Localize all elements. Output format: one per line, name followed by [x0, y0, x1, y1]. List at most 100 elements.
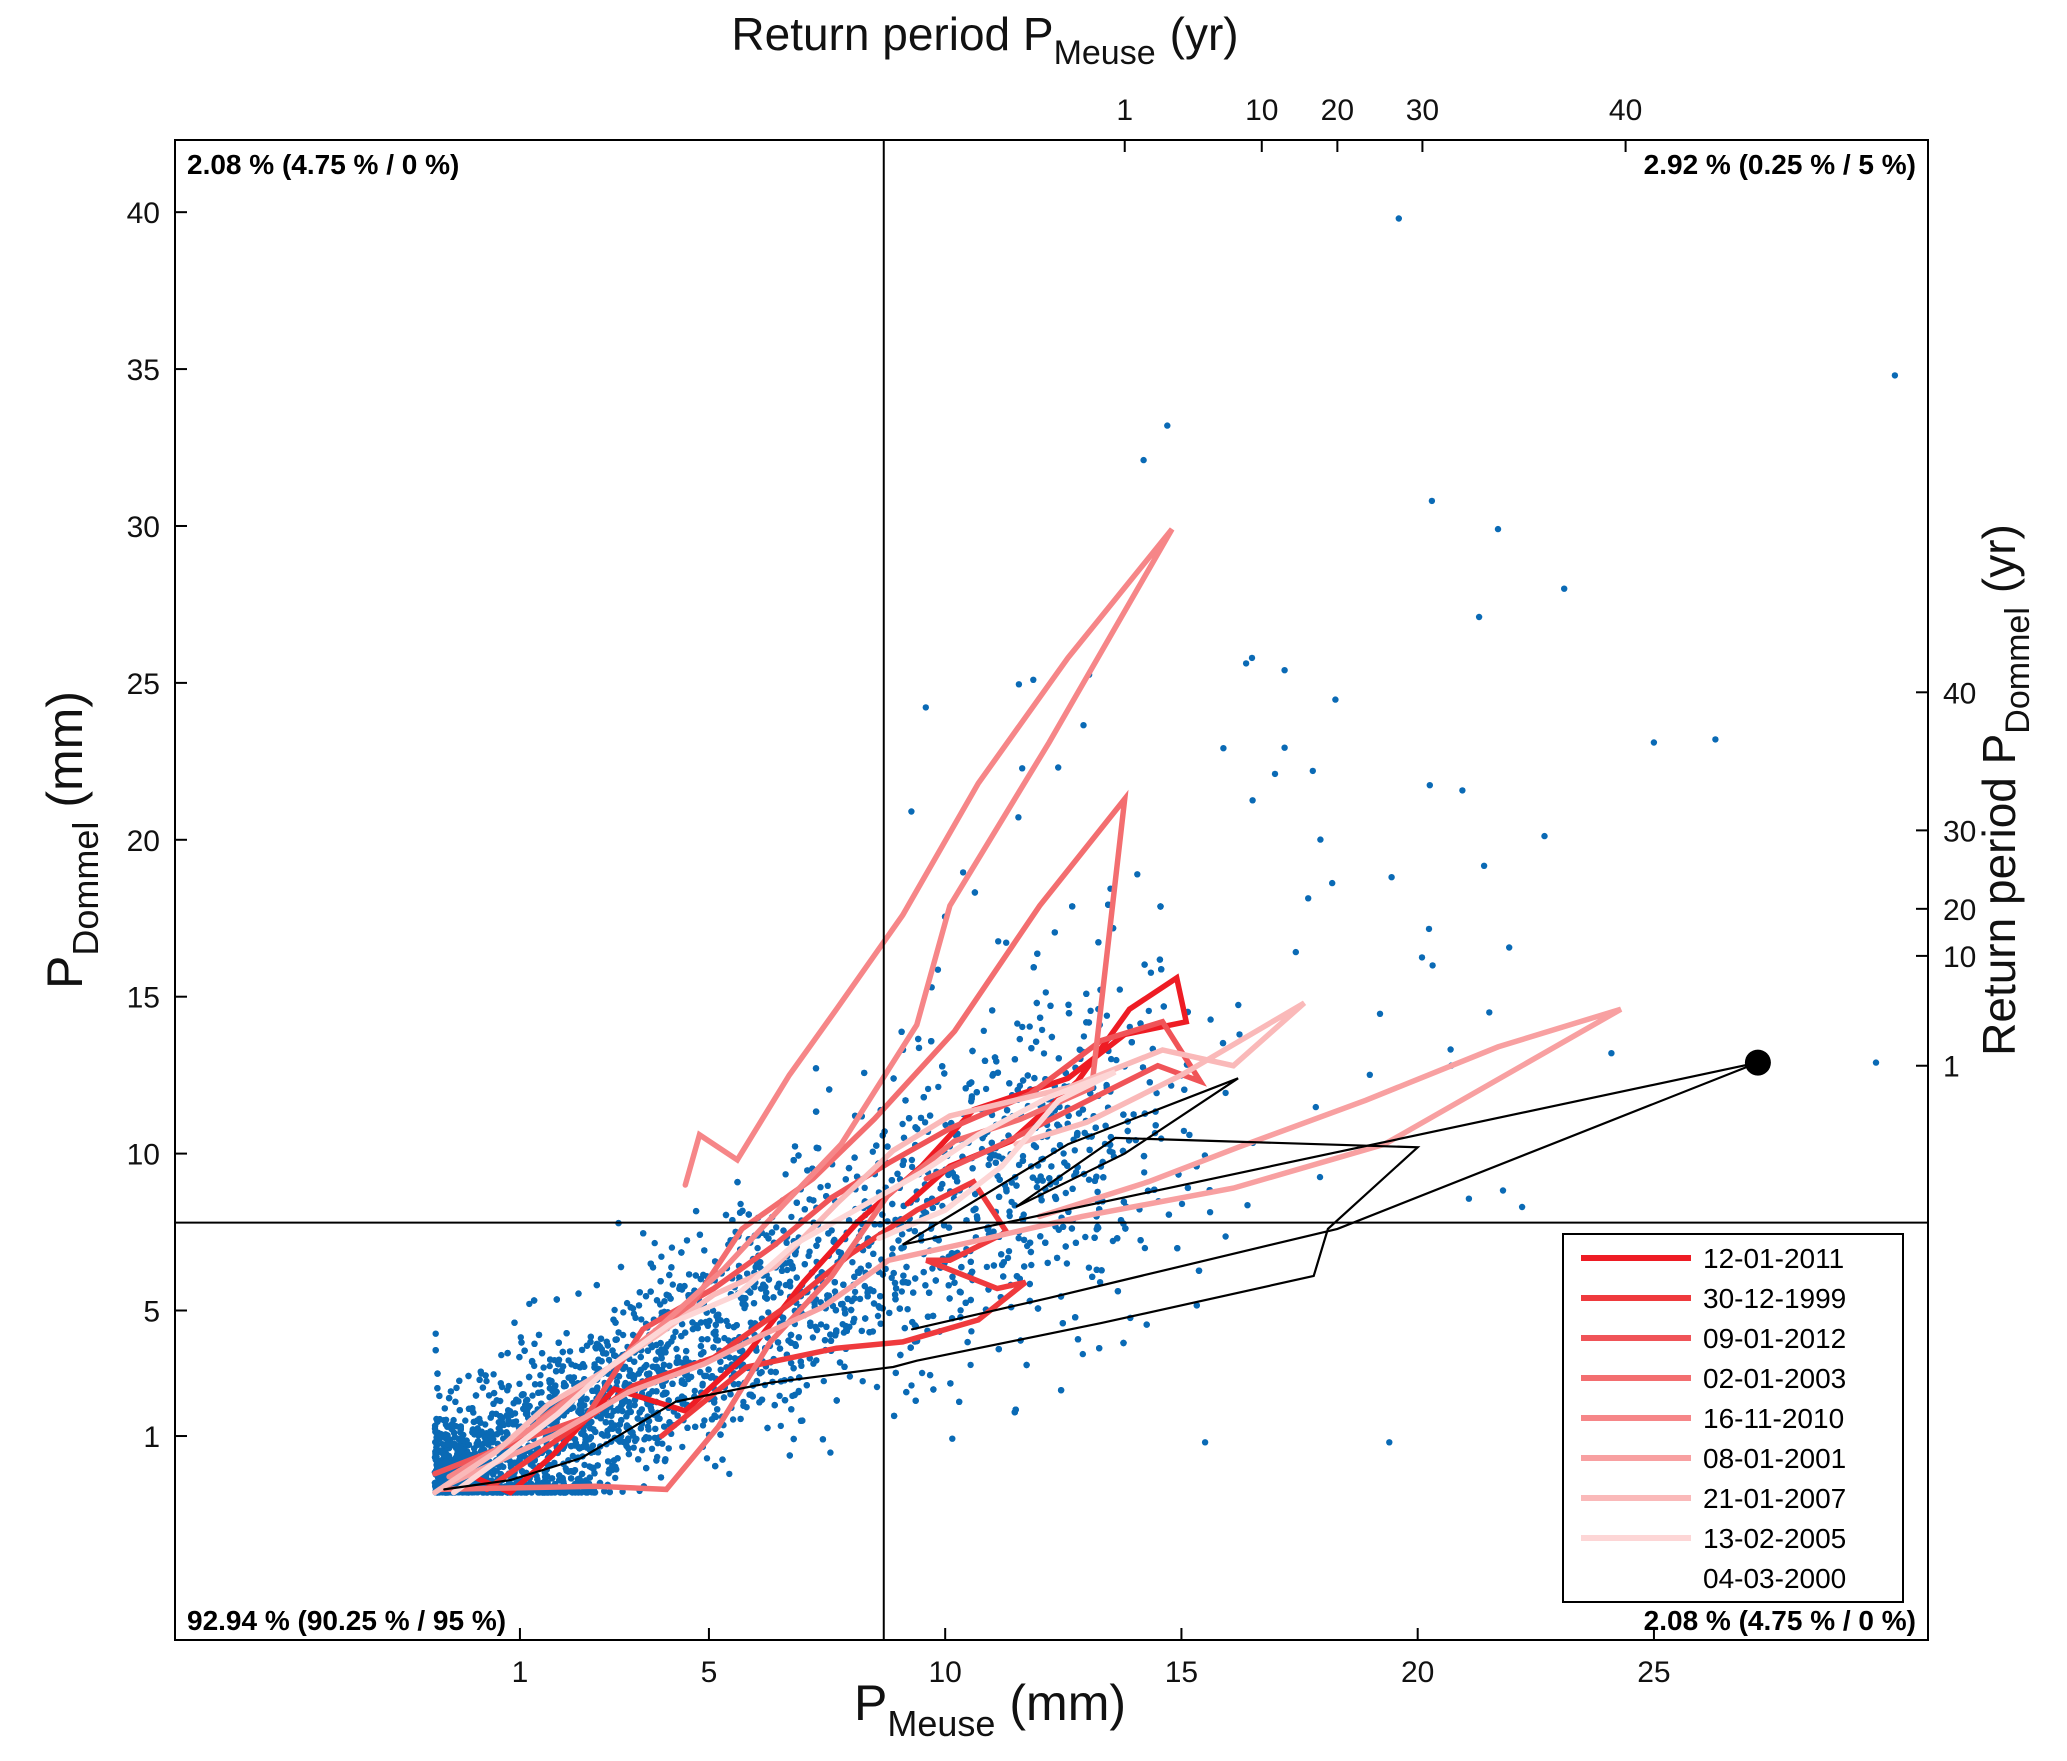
- scatter-point: [518, 1392, 526, 1399]
- scatter-point: [678, 1249, 685, 1256]
- scatter-point: [777, 1289, 784, 1296]
- scatter-point: [1006, 1080, 1013, 1087]
- scatter-point: [1016, 1035, 1023, 1043]
- scatter-point: [483, 1377, 490, 1385]
- scatter-point: [1184, 1184, 1192, 1192]
- scatter-point: [858, 1327, 865, 1335]
- scatter-point: [904, 1279, 912, 1286]
- scatter-point: [940, 1222, 948, 1229]
- scatter-point: [873, 1142, 880, 1149]
- scatter-point: [562, 1382, 569, 1389]
- scatter-point: [652, 1356, 660, 1363]
- scatter-point: [912, 1397, 919, 1404]
- scatter-point: [721, 1334, 728, 1342]
- scatter-point: [1120, 1111, 1127, 1118]
- scatter-point: [541, 1473, 549, 1481]
- scatter-point: [935, 1237, 942, 1244]
- scatter-point: [904, 1306, 911, 1313]
- scatter-point: [841, 1310, 849, 1317]
- scatter-point: [920, 1094, 927, 1101]
- scatter-point: [609, 1462, 616, 1469]
- scatter-point: [616, 1421, 623, 1428]
- scatter-point: [456, 1377, 463, 1385]
- scatter-point: [1000, 1273, 1007, 1280]
- scatter-point: [902, 1097, 909, 1104]
- scatter-point: [758, 1396, 766, 1403]
- scatter-point: [917, 1114, 925, 1122]
- scatter-point: [1096, 1345, 1103, 1352]
- scatter-point: [659, 1382, 666, 1390]
- scatter-point: [924, 1085, 932, 1093]
- scatter-point: [845, 1164, 853, 1172]
- scatter-point: [1039, 1177, 1046, 1184]
- scatter-point: [676, 1285, 683, 1292]
- scatter-point: [500, 1435, 507, 1442]
- scatter-point: [995, 1345, 1002, 1353]
- scatter-point: [1062, 1243, 1069, 1250]
- scatter-point: [658, 1253, 665, 1260]
- scatter-point: [786, 1278, 794, 1286]
- scatter-point: [859, 1378, 866, 1385]
- scatter-point: [701, 1247, 708, 1254]
- scatter-point: [857, 1265, 864, 1273]
- scatter-point: [1065, 1001, 1072, 1008]
- scatter-point: [613, 1378, 621, 1386]
- scatter-point: [604, 1342, 611, 1349]
- scatter-point: [847, 1306, 855, 1314]
- scatter-point: [827, 1449, 834, 1456]
- scatter-point: [638, 1447, 646, 1454]
- scatter-point: [988, 1139, 995, 1147]
- scatter-point: [637, 1353, 644, 1361]
- scatter-point: [1206, 1209, 1214, 1216]
- scatter-point: [898, 1231, 906, 1238]
- scatter-point: [1165, 1211, 1173, 1218]
- scatter-point: [1100, 1174, 1107, 1181]
- scatter-point: [791, 1143, 799, 1150]
- scatter-point: [516, 1456, 523, 1464]
- scatter-point: [661, 1423, 668, 1430]
- scatter-point: [626, 1372, 633, 1380]
- scatter-point: [1075, 1110, 1083, 1117]
- scatter-point: [1047, 1002, 1054, 1009]
- scatter-point: [1051, 929, 1059, 936]
- scatter-point: [730, 1381, 738, 1388]
- scatter-point: [1059, 1320, 1067, 1327]
- scatter-point: [1020, 1263, 1028, 1270]
- scatter-point: [1137, 1237, 1144, 1244]
- scatter-point: [824, 1182, 831, 1190]
- scatter-point: [648, 1343, 656, 1351]
- scatter-point: [601, 1488, 608, 1495]
- scatter-point: [1028, 1045, 1035, 1052]
- scatter-point: [723, 1317, 730, 1325]
- scatter-point: [1033, 999, 1041, 1007]
- scatter-point: [692, 1207, 700, 1215]
- scatter-point: [567, 1442, 575, 1450]
- scatter-point: [624, 1436, 631, 1444]
- scatter-point: [869, 1148, 876, 1155]
- scatter-point: [753, 1262, 760, 1269]
- scatter-point: [689, 1319, 696, 1326]
- scatter-point: [485, 1392, 493, 1399]
- scatter-point: [503, 1412, 511, 1419]
- scatter-point: [787, 1258, 794, 1266]
- scatter-point: [1020, 1236, 1028, 1244]
- scatter-point: [1146, 1079, 1154, 1086]
- scatter-point: [1106, 1148, 1114, 1155]
- scatter-point: [772, 1368, 779, 1376]
- scatter-point: [490, 1389, 498, 1397]
- scatter-point: [565, 1357, 572, 1364]
- scatter-point: [1098, 1267, 1105, 1274]
- scatter-point: [786, 1452, 793, 1459]
- scatter-point: [1034, 950, 1041, 957]
- scatter-point: [456, 1407, 463, 1414]
- scatter-point: [720, 1394, 728, 1401]
- scatter-point: [804, 1167, 811, 1174]
- scatter-point: [697, 1368, 704, 1376]
- scatter-point: [1186, 1131, 1193, 1139]
- scatter-point: [1222, 1089, 1229, 1097]
- scatter-point: [833, 1397, 840, 1404]
- scatter-point: [969, 1165, 976, 1172]
- scatter-point: [528, 1358, 536, 1365]
- scatter-point: [901, 1324, 908, 1332]
- scatter-point: [606, 1488, 613, 1496]
